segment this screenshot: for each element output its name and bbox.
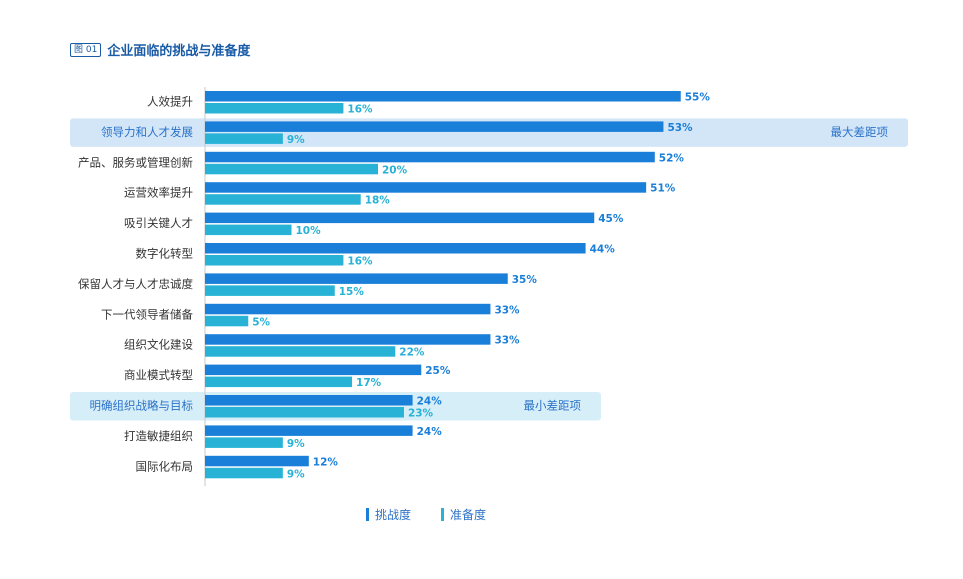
category-label: 保留人才与人才忠诚度 [78,277,193,291]
value-label: 5% [252,316,270,328]
bar-challenge [205,91,681,102]
bar-readiness [205,437,283,448]
legend-label-challenge: 挑战度 [375,508,412,522]
category-label: 组织文化建设 [124,338,193,352]
value-label: 25% [425,365,451,377]
value-label: 16% [347,256,373,268]
value-label: 33% [494,304,520,316]
value-label: 22% [399,347,425,359]
value-label: 33% [494,335,520,347]
value-label: 20% [382,164,408,176]
bar-challenge [205,364,422,376]
value-label: 9% [287,468,305,480]
bar-challenge [205,395,413,406]
legend-label-readiness: 准备度 [450,508,487,522]
category-label: 吸引关键人才 [124,216,193,230]
bar-readiness [205,285,335,296]
category-label: 领导力和人才发展 [101,125,193,139]
legend-item-readiness: 准备度 [441,506,486,523]
bar-challenge [205,334,491,345]
category-label: 人效提升 [147,95,193,109]
chart-title-row: 图 01 企业面临的挑战与准备度 [70,40,250,59]
category-label: 数字化转型 [136,247,194,261]
chart-title: 企业面临的挑战与准备度 [107,44,251,59]
highlight-label: 最小差距项 [524,399,582,413]
figure-number-badge: 图 01 [70,42,102,57]
bar-challenge [205,121,664,132]
value-label: 15% [339,286,365,298]
bar-challenge [205,212,595,224]
value-label: 9% [287,438,305,450]
bar-readiness [205,315,249,327]
value-label: 45% [598,213,624,225]
bar-readiness [205,346,396,357]
value-label: 16% [347,104,373,116]
bar-readiness [205,376,353,388]
bar-readiness [205,224,292,236]
bar-readiness [205,255,344,266]
value-label: 53% [667,122,693,134]
value-label: 52% [659,152,685,164]
category-label: 国际化布局 [136,459,194,473]
highlight-band [70,392,601,421]
highlight-label: 最大差距项 [831,125,889,139]
bar-readiness [205,133,283,144]
value-label: 55% [685,92,711,104]
category-label: 下一代领导者储备 [101,307,193,321]
category-label: 运营效率提升 [124,186,193,200]
category-label: 明确组织战略与目标 [90,399,194,413]
value-label: 10% [296,225,322,237]
category-label: 产品、服务或管理创新 [78,155,193,169]
bar-challenge [205,243,586,254]
category-label: 商业模式转型 [124,368,193,382]
value-label: 17% [356,377,382,389]
bar-readiness [205,103,344,114]
value-label: 35% [512,274,538,286]
bar-readiness [205,467,283,479]
value-label: 51% [650,183,676,195]
bar-challenge [205,455,309,467]
value-label: 9% [287,134,305,146]
bar-readiness [205,407,404,418]
chart-legend: 挑战度 准备度 [366,506,486,523]
value-label: 12% [313,456,339,468]
category-label: 打造敏捷组织 [124,429,193,443]
legend-swatch-challenge [366,508,369,521]
value-label: 18% [365,195,391,207]
bar-readiness [205,194,361,205]
legend-item-challenge: 挑战度 [366,506,411,523]
bar-challenge [205,425,413,436]
bar-readiness [205,163,378,175]
value-label: 24% [417,426,443,438]
bar-challenge [205,151,655,163]
value-label: 23% [408,408,434,420]
value-label: 44% [590,244,616,256]
bar-challenge [205,273,508,284]
bar-challenge [205,182,647,193]
value-label: 24% [417,396,443,408]
legend-swatch-readiness [441,508,445,521]
bar-challenge [205,303,491,315]
